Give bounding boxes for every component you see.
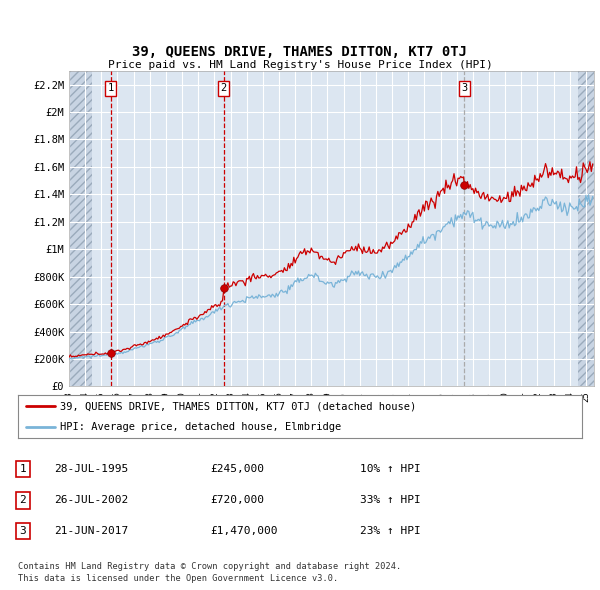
Text: This data is licensed under the Open Government Licence v3.0.: This data is licensed under the Open Gov… xyxy=(18,574,338,583)
Text: 2: 2 xyxy=(220,83,227,93)
Text: £1,470,000: £1,470,000 xyxy=(210,526,277,536)
Text: £720,000: £720,000 xyxy=(210,496,264,505)
Text: £245,000: £245,000 xyxy=(210,464,264,474)
Text: 1: 1 xyxy=(19,464,26,474)
Text: 26-JUL-2002: 26-JUL-2002 xyxy=(54,496,128,505)
Text: 33% ↑ HPI: 33% ↑ HPI xyxy=(360,496,421,505)
Text: 3: 3 xyxy=(19,526,26,536)
Text: HPI: Average price, detached house, Elmbridge: HPI: Average price, detached house, Elmb… xyxy=(60,422,341,432)
Text: 10% ↑ HPI: 10% ↑ HPI xyxy=(360,464,421,474)
Text: 21-JUN-2017: 21-JUN-2017 xyxy=(54,526,128,536)
Text: 28-JUL-1995: 28-JUL-1995 xyxy=(54,464,128,474)
Text: Price paid vs. HM Land Registry's House Price Index (HPI): Price paid vs. HM Land Registry's House … xyxy=(107,60,493,70)
Text: 39, QUEENS DRIVE, THAMES DITTON, KT7 0TJ: 39, QUEENS DRIVE, THAMES DITTON, KT7 0TJ xyxy=(133,45,467,59)
Text: 23% ↑ HPI: 23% ↑ HPI xyxy=(360,526,421,536)
Text: 39, QUEENS DRIVE, THAMES DITTON, KT7 0TJ (detached house): 39, QUEENS DRIVE, THAMES DITTON, KT7 0TJ… xyxy=(60,401,416,411)
Text: 1: 1 xyxy=(107,83,113,93)
Text: 2: 2 xyxy=(19,496,26,505)
Text: Contains HM Land Registry data © Crown copyright and database right 2024.: Contains HM Land Registry data © Crown c… xyxy=(18,562,401,571)
Text: 3: 3 xyxy=(461,83,467,93)
